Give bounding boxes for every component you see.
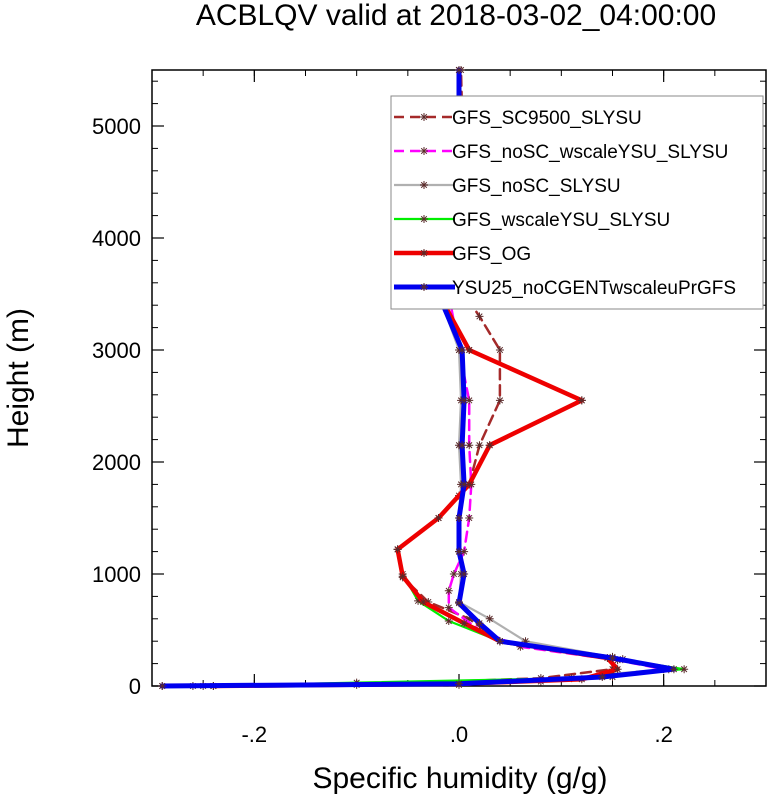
legend-marker xyxy=(420,249,428,257)
data-point xyxy=(449,570,458,578)
x-tick-labels: -.2 .0 .2 xyxy=(241,722,672,747)
data-point xyxy=(458,441,467,450)
y-tick-label: 0 xyxy=(129,674,141,699)
legend-marker xyxy=(420,181,428,189)
data-point xyxy=(393,545,402,554)
data-point xyxy=(414,596,423,605)
y-tick-label: 3000 xyxy=(92,338,141,363)
legend-marker xyxy=(420,147,428,155)
data-point xyxy=(613,665,622,674)
y-axis-label: Height (m) xyxy=(2,308,35,448)
y-tick-label: 1000 xyxy=(92,562,141,587)
chart-title: ACBLQV valid at 2018-03-02_04:00:00 xyxy=(196,0,716,32)
y-tick-label: 4000 xyxy=(92,226,141,251)
data-point xyxy=(495,396,504,405)
legend-label: GFS_wscaleYSU_SLYSU xyxy=(452,210,670,231)
legend-item: GFS_wscaleYSU_SLYSU xyxy=(394,210,670,231)
legend-label: GFS_OG xyxy=(452,244,531,265)
legend-item: GFS_noSC_wscaleYSU_SLYSU xyxy=(394,142,728,163)
data-point xyxy=(598,673,607,682)
data-point xyxy=(475,441,484,450)
data-point xyxy=(419,598,428,606)
data-point xyxy=(455,514,463,522)
data-point xyxy=(465,396,474,405)
legend-item: GFS_OG xyxy=(394,244,531,265)
data-point xyxy=(398,572,407,581)
legend-label: GFS_noSC_SLYSU xyxy=(452,176,621,197)
data-point xyxy=(158,682,167,690)
y-tick-labels: 0 1000 2000 3000 4000 5000 xyxy=(92,114,141,699)
data-point xyxy=(495,637,504,646)
legend-box xyxy=(390,95,764,310)
legend: GFS_SC9500_SLYSU GFS_noSC_wscaleYSU_SLYSU… xyxy=(390,95,764,310)
data-point xyxy=(465,614,474,623)
data-point xyxy=(669,665,678,674)
legend-label: GFS_noSC_wscaleYSU_SLYSU xyxy=(452,142,728,163)
legend-item: GFS_SC9500_SLYSU xyxy=(394,108,642,129)
x-tick-label: .2 xyxy=(654,722,672,747)
data-point xyxy=(460,547,469,556)
data-point xyxy=(444,603,453,612)
data-point xyxy=(577,396,586,405)
data-point xyxy=(455,66,463,74)
x-tick-label: .0 xyxy=(450,722,468,747)
x-axis-label: Specific humidity (g/g) xyxy=(312,762,607,795)
data-point xyxy=(444,586,453,595)
data-point xyxy=(455,679,463,688)
data-point xyxy=(460,619,469,628)
data-point xyxy=(485,441,494,450)
legend-marker xyxy=(420,283,428,291)
data-point xyxy=(444,617,453,626)
data-point xyxy=(495,346,504,354)
data-point xyxy=(680,665,689,674)
y-tick-label: 5000 xyxy=(92,114,141,139)
data-point xyxy=(465,480,474,489)
data-point xyxy=(458,346,467,354)
data-point xyxy=(460,480,469,489)
legend-item: GFS_noSC_SLYSU xyxy=(394,176,621,197)
data-point xyxy=(455,547,463,556)
legend-marker xyxy=(420,215,428,223)
data-point xyxy=(465,441,474,450)
legend-item: YSU25_noCGENTwscaleuPrGFS xyxy=(394,278,736,299)
data-point xyxy=(475,312,484,321)
data-point xyxy=(460,396,469,405)
data-point xyxy=(521,637,530,646)
data-point xyxy=(465,514,474,522)
x-tick-label: -.2 xyxy=(241,722,267,747)
y-tick-label: 2000 xyxy=(92,450,141,475)
data-point xyxy=(434,514,443,522)
data-point xyxy=(465,346,474,354)
data-point xyxy=(516,642,525,651)
data-point xyxy=(475,619,484,628)
legend-label: GFS_SC9500_SLYSU xyxy=(452,108,642,129)
legend-label: YSU25_noCGENTwscaleuPrGFS xyxy=(452,278,736,299)
data-point xyxy=(460,570,469,578)
data-point xyxy=(608,654,617,662)
data-point xyxy=(485,614,494,623)
legend-marker xyxy=(420,113,428,121)
data-point xyxy=(455,599,463,608)
data-point xyxy=(424,598,433,606)
